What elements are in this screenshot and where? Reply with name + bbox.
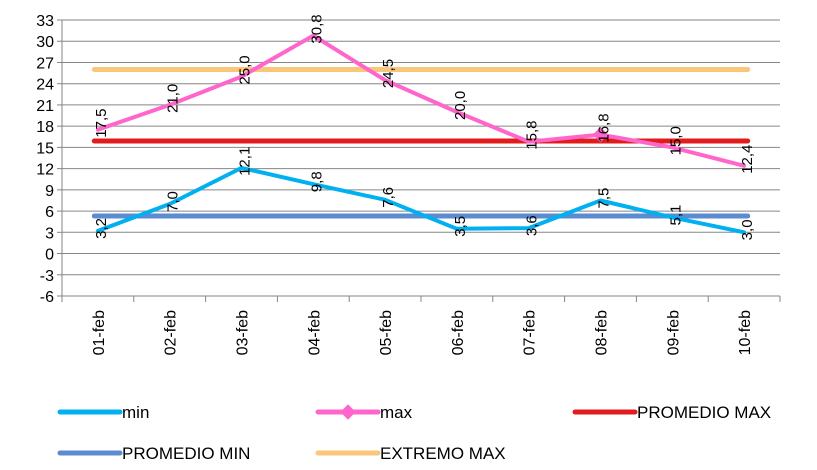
series-lines [91, 33, 751, 235]
x-tick-label: 10-feb [737, 310, 754, 355]
data-label-min: 12,1 [237, 147, 254, 176]
x-tick-label: 09-feb [665, 310, 682, 355]
legend: min max PROMEDIO MAX PROMEDIO MIN EXTREMO MA… [57, 403, 771, 463]
x-tick-label: 05-feb [378, 310, 395, 355]
legend-marker-max [340, 404, 356, 420]
y-tick-label: -3 [40, 268, 54, 285]
y-tick-label: 0 [45, 247, 54, 264]
legend-label-extremo-max: EXTREMO MAX [380, 444, 506, 463]
legend-label-promedio-min: PROMEDIO MIN [122, 444, 250, 463]
data-label-min: 3,2 [93, 218, 110, 239]
data-label-max: 20,0 [452, 91, 469, 120]
y-tick-label: 6 [45, 204, 54, 221]
data-label-min: 3,5 [452, 216, 469, 237]
data-label-max: 25,0 [237, 55, 254, 84]
series-line-min [95, 165, 747, 235]
data-label-max: 15,0 [667, 126, 684, 155]
data-point-marker [592, 126, 609, 143]
y-tick-label: -6 [40, 289, 54, 306]
data-label-min: 3,6 [524, 215, 541, 236]
data-label-max: 15,8 [524, 121, 541, 150]
y-tick-label: 30 [36, 34, 54, 51]
y-tick-label: 12 [36, 162, 54, 179]
y-tick-label: 3 [45, 225, 54, 242]
grid [62, 19, 780, 297]
x-tick-label: 02-feb [163, 310, 180, 355]
x-tick-label: 04-feb [306, 310, 323, 355]
legend-label-promedio-max: PROMEDIO MAX [637, 403, 771, 422]
y-tick-label: 24 [36, 77, 54, 94]
y-tick-label: 9 [45, 183, 54, 200]
y-tick-label: 33 [36, 13, 54, 30]
x-tick-label: 08-feb [594, 310, 611, 355]
data-label-min: 7,6 [380, 187, 397, 208]
data-label-max: 24,5 [380, 59, 397, 88]
y-tick-label: 15 [36, 140, 54, 157]
data-labels: 3,2 7,0 12,1 9,8 7,6 3,5 3,6 7,5 5,1 3,0 17,5 21,0 2… [93, 14, 756, 240]
data-label-min: 7,5 [596, 188, 613, 209]
y-tick-label: 21 [36, 98, 54, 115]
legend-label-max: max [380, 403, 413, 422]
data-label-min: 3,0 [739, 219, 756, 240]
data-label-max: 16,8 [596, 113, 613, 142]
series-line-max [95, 33, 747, 168]
data-label-min: 5,1 [667, 205, 684, 226]
data-label-max: 17,5 [93, 108, 110, 137]
x-tick-label: 01-feb [91, 310, 108, 355]
x-tick-label: 06-feb [450, 310, 467, 355]
axes: -6 -3 0 3 6 9 12 15 18 21 24 27 30 33 01-feb 02-feb 03-f… [36, 13, 781, 355]
x-tick-label: 07-feb [522, 310, 539, 355]
y-tick-label: 27 [36, 55, 54, 72]
data-label-max: 30,8 [308, 14, 325, 43]
data-label-max: 21,0 [165, 84, 182, 113]
x-tick-label: 03-feb [235, 310, 252, 355]
y-tick-label: 18 [36, 119, 54, 136]
data-label-min: 9,8 [308, 171, 325, 192]
data-label-max: 12,4 [739, 145, 756, 174]
legend-label-min: min [122, 403, 149, 422]
data-label-min: 7,0 [165, 191, 182, 212]
